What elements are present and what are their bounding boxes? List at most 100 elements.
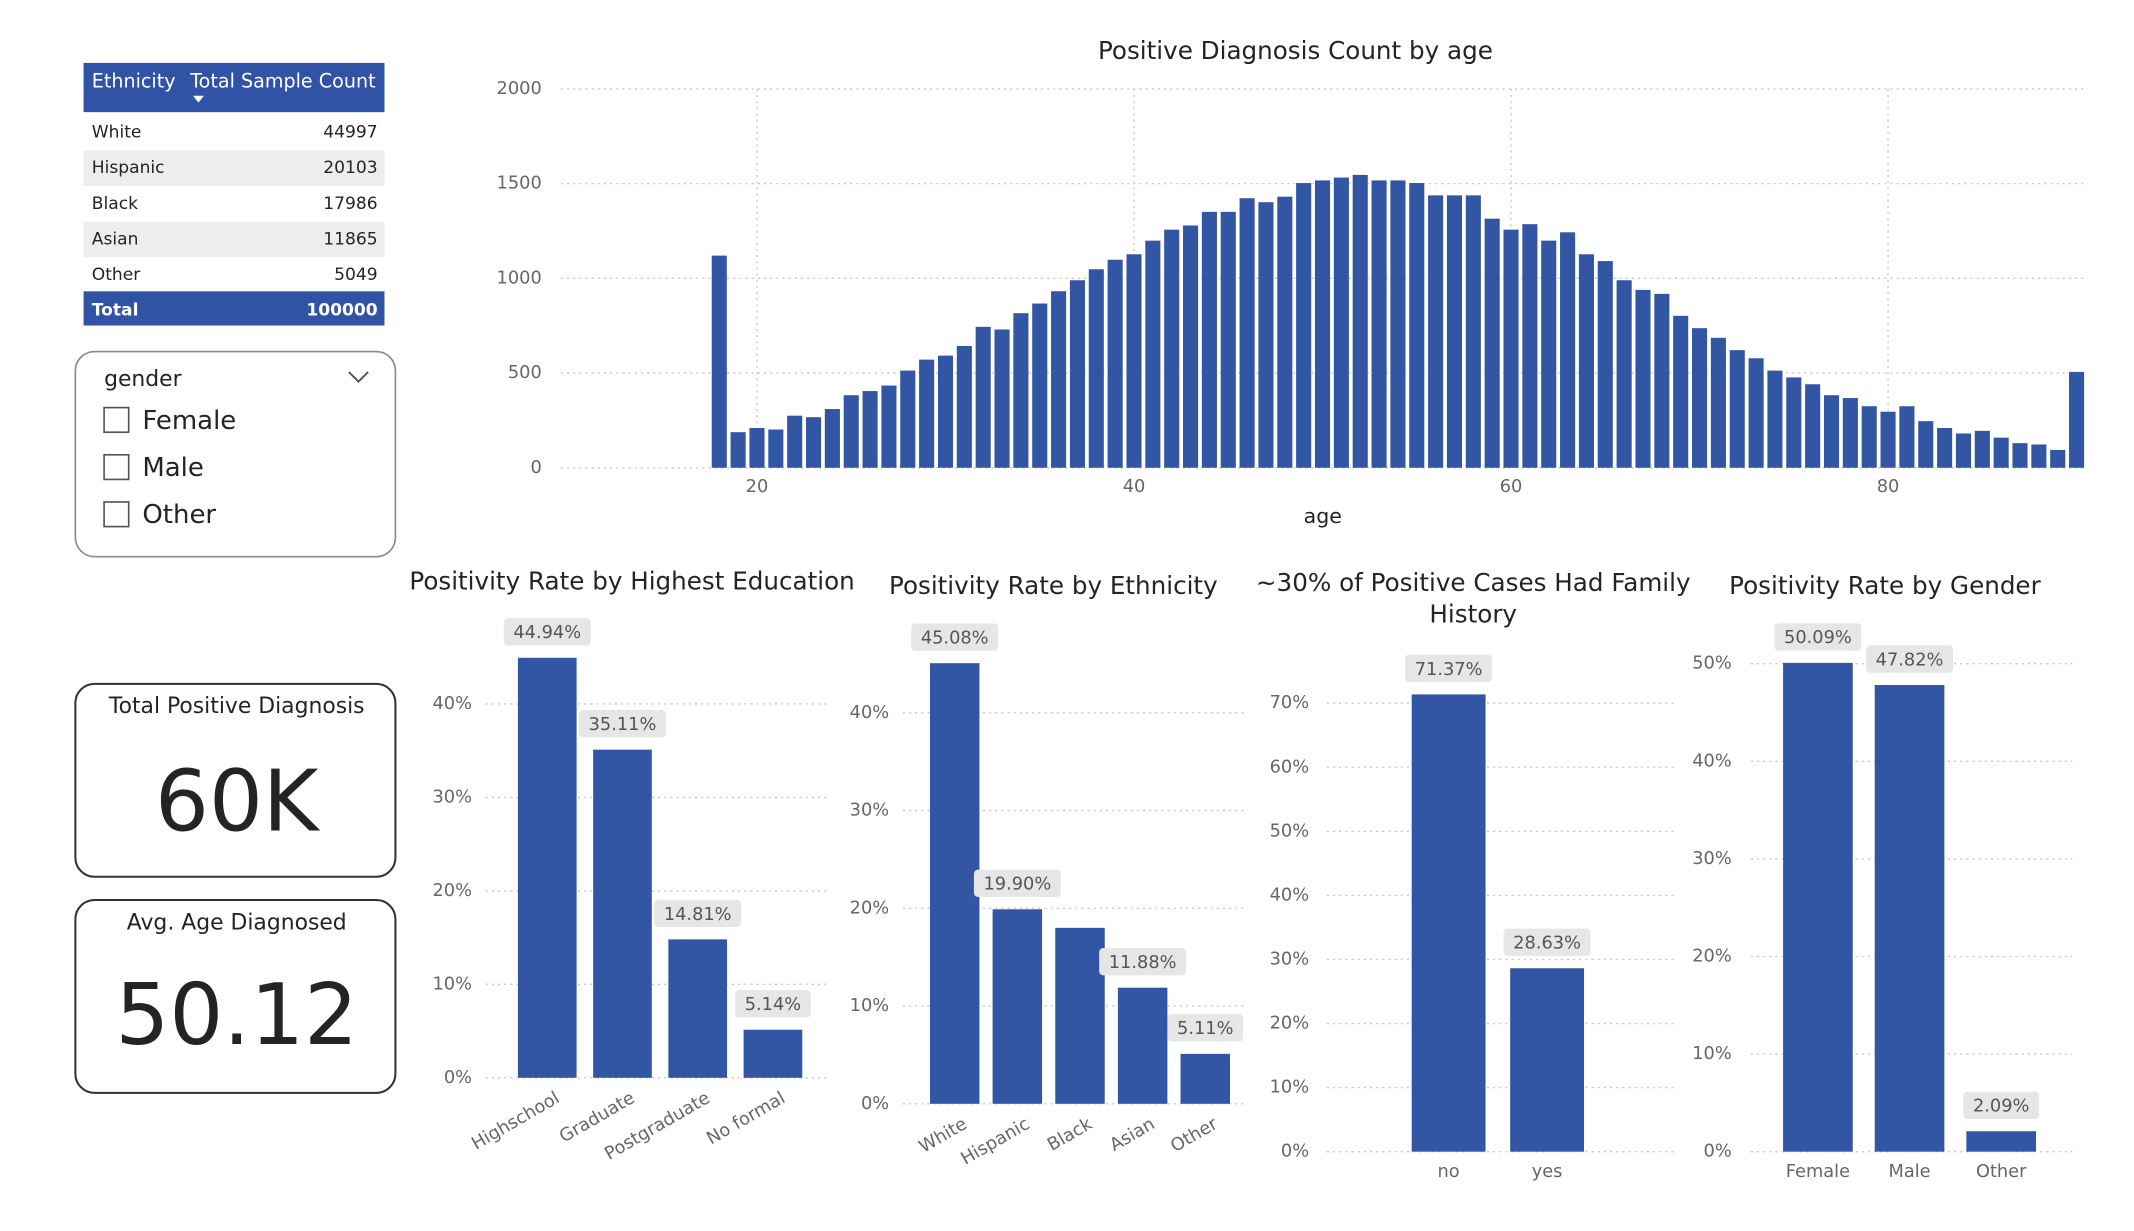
bar	[730, 432, 746, 468]
bar	[1899, 406, 1915, 468]
card-title: Avg. Age Diagnosed	[127, 910, 347, 935]
dropdown-chevron[interactable]	[348, 371, 369, 383]
x-tick-label: yes	[1532, 1161, 1563, 1182]
bar	[1993, 437, 2009, 468]
y-tick-label: 70%	[1270, 692, 1310, 713]
y-tick-label: 60%	[1270, 756, 1310, 777]
slicer	[74, 350, 397, 558]
x-tick-label: No formal	[703, 1087, 789, 1149]
chart-title: ~30% of Positive Cases Had Family Histor…	[1255, 568, 1691, 630]
y-tick-label: 10%	[850, 995, 890, 1016]
bar	[881, 385, 897, 468]
cell: Black	[92, 194, 138, 214]
card-title: Total Positive Diagnosis	[108, 694, 365, 719]
bar	[1013, 313, 1029, 468]
bar	[805, 417, 822, 468]
y-tick-label: 30%	[850, 800, 890, 821]
chart-title: Positivity Rate by Highest Education	[409, 567, 854, 596]
row-band	[83, 150, 385, 187]
chart-title: Positivity Rate by Ethnicity	[889, 571, 1218, 600]
column-header[interactable]: Ethnicity	[92, 70, 176, 93]
x-axis-label: age	[1304, 504, 1342, 528]
bar	[1503, 229, 1519, 468]
y-tick-label: 40%	[433, 693, 473, 714]
y-tick-label: 30%	[433, 786, 473, 807]
chart-title-box: ~30% of Positive Cases Had Family Histor…	[1255, 568, 1691, 630]
data-label-bg	[1405, 654, 1493, 683]
bar	[1145, 240, 1161, 468]
cell: 20103	[323, 158, 377, 178]
table-header	[83, 62, 385, 113]
bar	[1974, 430, 1990, 468]
data-label: 35.11%	[589, 714, 657, 735]
x-tick-label: Black	[1044, 1113, 1097, 1156]
bar	[1201, 211, 1217, 468]
cell: Other	[92, 265, 141, 285]
bar	[824, 409, 840, 468]
bar	[1783, 662, 1853, 1152]
column-header[interactable]: Total Sample Count	[189, 70, 376, 93]
bar	[1409, 183, 1425, 468]
data-label: 5.14%	[745, 994, 801, 1015]
chart: Positive Diagnosis Count by age 0 500 1000 1…	[497, 36, 2086, 528]
bar	[1411, 694, 1486, 1152]
data-label-bg	[1167, 1014, 1244, 1042]
data-label: 50.09%	[1784, 627, 1852, 648]
bar	[1522, 224, 1538, 468]
y-tick-label: 1000	[497, 267, 542, 288]
checkbox[interactable]	[103, 453, 130, 481]
data-label-bg	[911, 623, 999, 651]
cell: 5049	[334, 265, 377, 285]
bar	[1277, 196, 1293, 468]
bar	[843, 395, 859, 468]
cell: Hispanic	[92, 158, 165, 178]
bar	[992, 909, 1043, 1104]
bar	[1239, 198, 1255, 468]
bar	[1955, 433, 1972, 468]
bar	[668, 939, 728, 1078]
bar	[1510, 968, 1585, 1152]
cell: 17986	[323, 194, 377, 214]
data-label: 44.94%	[513, 622, 581, 643]
bar	[1180, 1053, 1231, 1104]
option-label[interactable]: Male	[142, 453, 204, 483]
bar	[1616, 280, 1632, 468]
option-label[interactable]: Female	[142, 406, 236, 436]
bar	[1729, 350, 1745, 468]
checkbox[interactable]	[103, 501, 130, 528]
data-label: 19.90%	[983, 874, 1051, 895]
bar	[1874, 685, 1945, 1152]
y-tick-label: 50%	[1692, 653, 1732, 674]
data-label-bg	[1503, 928, 1591, 956]
bar	[1597, 261, 1613, 468]
cell: 44997	[323, 123, 377, 143]
data-label: 14.81%	[664, 904, 732, 925]
x-tick-label: 20	[746, 476, 769, 497]
y-tick-label: 2000	[497, 78, 542, 99]
table-body: White 44997 Hispanic 20103 Black 17986 Asian 11…	[92, 123, 378, 321]
data-label: 47.82%	[1876, 649, 1944, 670]
checkbox[interactable]	[103, 406, 130, 434]
x-tick-label: 40	[1123, 476, 1146, 497]
y-tick-label: 0%	[1704, 1141, 1732, 1162]
bar	[768, 429, 784, 468]
chart: Positivity Rate by Highest Education 0% 10…	[409, 567, 854, 1165]
sort-arrow[interactable]	[192, 95, 204, 103]
bar	[956, 345, 972, 468]
bar	[1164, 229, 1180, 468]
bar	[862, 391, 878, 468]
cell: White	[92, 123, 142, 143]
row-band	[83, 221, 385, 258]
bar	[749, 427, 765, 468]
bar	[1578, 254, 1594, 468]
bar	[1032, 303, 1048, 468]
bar	[2050, 449, 2066, 468]
y-tick-label: 0	[530, 457, 541, 478]
x-tick-label: 80	[1877, 476, 1900, 497]
bar	[1560, 232, 1576, 468]
data-label: 71.37%	[1415, 659, 1483, 680]
data-label: 45.08%	[921, 628, 989, 649]
x-tick-label: Female	[1786, 1161, 1850, 1182]
option-label[interactable]: Other	[142, 500, 216, 530]
data-label-bg	[503, 618, 591, 646]
